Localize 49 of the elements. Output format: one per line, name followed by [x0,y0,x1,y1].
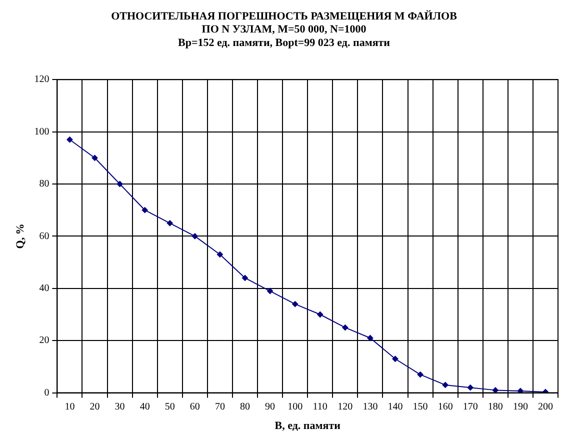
point [216,251,223,258]
point [66,136,73,143]
point [442,382,448,388]
x-tick-label: 130 [362,401,378,412]
point [492,387,498,393]
x-tick-label: 40 [140,401,150,412]
point [267,288,274,294]
point [292,301,298,308]
x-tick-label: 180 [488,401,503,412]
x-tick-label: 160 [438,401,453,412]
y-tick-label: 60 [39,230,50,242]
point [417,372,424,378]
x-tick-label: 30 [114,401,125,412]
point [342,324,348,331]
y-tick-label: 0 [44,387,50,398]
point [166,220,173,226]
x-tick-label: 190 [512,401,528,412]
x-tick-label: 140 [388,401,403,412]
x-tick-label: 100 [288,401,303,412]
y-tick-label: 100 [34,126,50,138]
x-tick-label: 80 [240,401,250,412]
x-axis-title: B, ед. памяти [274,420,342,432]
x-tick-label: 150 [412,401,428,412]
point [467,384,474,391]
x-tick-label: 60 [190,401,200,412]
y-tick-label: 40 [39,283,50,294]
point [367,334,374,341]
x-tick-label: 120 [338,401,353,412]
point [317,312,324,318]
point [242,274,248,281]
y-tick-label: 80 [39,178,50,190]
y-tick-label: 20 [39,335,50,346]
x-tick-label: 170 [462,401,478,412]
point [116,181,123,187]
x-tick-label: 10 [64,401,75,412]
x-tick-label: 20 [90,401,100,412]
point [392,356,398,362]
y-axis-title: Q, % [14,224,26,249]
x-tick-label: 200 [538,401,553,412]
x-tick-label: 70 [214,401,225,412]
x-tick-label: 110 [312,401,328,412]
point [142,207,148,214]
point [517,388,524,393]
point [92,154,98,161]
y-tick-label: 120 [34,74,50,86]
point [192,233,198,240]
x-tick-label: 90 [265,401,276,412]
x-tick-label: 50 [164,401,175,412]
chart-title: ОТНОСИТЕЛЬНАЯ ПОГРЕШНОСТЬ РАЗМЕЩЕНИЯ М ФАЙЛОВ ПО N УЗЛАМ, M=50 000, N=1000 Bp=152 ед. памяти, Bopt=99 023 ед. памяти [111,9,458,49]
